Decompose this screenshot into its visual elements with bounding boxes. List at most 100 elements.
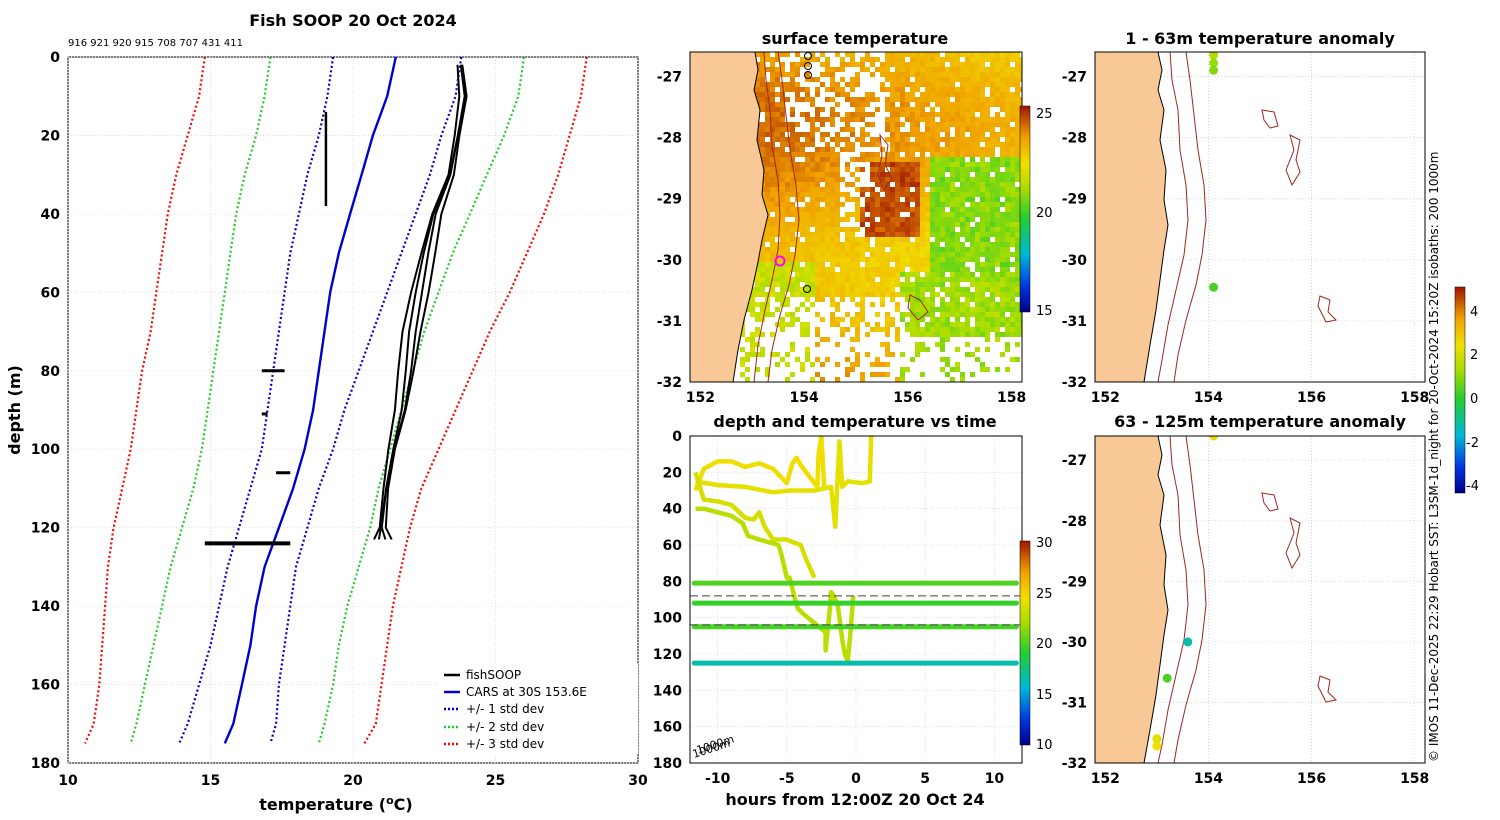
sst-cell xyxy=(970,52,975,57)
sst-cell xyxy=(860,152,865,157)
sst-cell xyxy=(860,297,865,302)
sst-cell xyxy=(800,97,805,102)
sst-cell xyxy=(835,307,840,312)
sst-cell xyxy=(885,77,890,82)
sst-cell xyxy=(780,202,785,207)
sst-cell xyxy=(790,67,795,72)
sst-cell xyxy=(970,102,975,107)
sst-cell xyxy=(930,207,935,212)
sst-cell xyxy=(940,147,945,152)
sst-cell xyxy=(1010,147,1015,152)
sst-cell xyxy=(930,262,935,267)
sst-cell xyxy=(1000,282,1005,287)
sst-cell xyxy=(775,127,780,132)
sst-cell xyxy=(880,302,885,307)
sst-cell xyxy=(970,142,975,147)
sst-cell xyxy=(1005,162,1010,167)
sst-cell xyxy=(1010,67,1015,72)
sst-cell xyxy=(940,367,945,372)
sst-cell xyxy=(985,162,990,167)
sst-cell xyxy=(970,197,975,202)
sst-cell xyxy=(915,242,920,247)
sst-cell xyxy=(770,117,775,122)
sst-cell xyxy=(945,277,950,282)
sst-cell xyxy=(945,287,950,292)
sst-cell xyxy=(775,212,780,217)
sst-cell xyxy=(790,282,795,287)
sst-cell xyxy=(965,182,970,187)
sst-cell xyxy=(825,237,830,242)
sst-cell xyxy=(860,377,865,382)
sst-cell xyxy=(915,52,920,57)
sst-cell xyxy=(765,367,770,372)
sst-cell xyxy=(1015,122,1020,127)
sst-cell xyxy=(825,72,830,77)
sst-cell xyxy=(895,337,900,342)
sst-cell xyxy=(950,87,955,92)
sst-cell xyxy=(915,287,920,292)
sst-cell xyxy=(990,302,995,307)
sst-cell xyxy=(755,282,760,287)
sst-cell xyxy=(885,57,890,62)
sst-cell xyxy=(770,227,775,232)
sst-cell xyxy=(870,257,875,262)
sst-cell xyxy=(920,187,925,192)
sst-cell xyxy=(845,367,850,372)
sst-cell xyxy=(850,87,855,92)
sst-cell xyxy=(820,242,825,247)
sst-cell xyxy=(775,362,780,367)
sst-cell xyxy=(915,87,920,92)
sst-cell xyxy=(995,322,1000,327)
sst-cell xyxy=(940,217,945,222)
lat-tick-label: -31 xyxy=(1062,695,1087,711)
sst-cell xyxy=(765,102,770,107)
sst-cell xyxy=(990,142,995,147)
sst-cell xyxy=(840,217,845,222)
sst-cell xyxy=(810,277,815,282)
sst-cell xyxy=(905,192,910,197)
sst-cell xyxy=(965,77,970,82)
sst-cell xyxy=(900,142,905,147)
sst-cell xyxy=(990,297,995,302)
sst-cell xyxy=(750,332,755,337)
sst-cell xyxy=(915,67,920,72)
sst-cell xyxy=(870,272,875,277)
sst-cell xyxy=(890,132,895,137)
sst-cell xyxy=(1005,282,1010,287)
sst-cell xyxy=(815,257,820,262)
sst-cell xyxy=(960,267,965,272)
sst-cell xyxy=(945,182,950,187)
sst-cell xyxy=(935,187,940,192)
sst-cell xyxy=(970,252,975,257)
sst-cell xyxy=(995,367,1000,372)
sst-cell xyxy=(845,82,850,87)
sst-cell xyxy=(775,307,780,312)
sst-cell xyxy=(845,312,850,317)
sst-cell xyxy=(985,237,990,242)
sst-cell xyxy=(770,292,775,297)
sst-cell xyxy=(785,282,790,287)
sst-cell xyxy=(955,97,960,102)
anomaly-point xyxy=(1209,52,1219,60)
sst-cell xyxy=(990,327,995,332)
sst-cell xyxy=(970,162,975,167)
sst-cell xyxy=(765,67,770,72)
sst-cell xyxy=(895,67,900,72)
track-point xyxy=(804,62,812,70)
sst-cell xyxy=(1005,242,1010,247)
lat-tick-label: -30 xyxy=(657,253,683,269)
sst-cell xyxy=(980,72,985,77)
sst-cell xyxy=(875,272,880,277)
sst-cell xyxy=(855,207,860,212)
sst-cell xyxy=(875,282,880,287)
sst-cell xyxy=(990,52,995,57)
sst-cell xyxy=(1020,67,1022,72)
sst-cell xyxy=(940,247,945,252)
sst-cell xyxy=(875,57,880,62)
sst-cell xyxy=(840,272,845,277)
sst-cell xyxy=(825,152,830,157)
sst-cell xyxy=(825,277,830,282)
sst-cell xyxy=(835,282,840,287)
sst-cell xyxy=(765,122,770,127)
